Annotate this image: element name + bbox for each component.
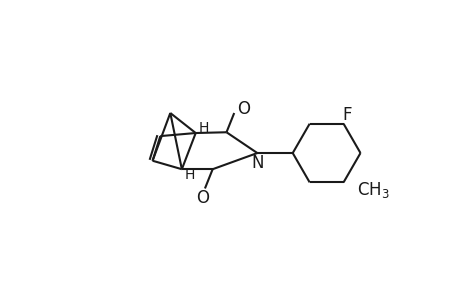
Text: F: F xyxy=(341,106,351,124)
Text: O: O xyxy=(236,100,249,118)
Text: H: H xyxy=(184,168,194,182)
Text: CH$_3$: CH$_3$ xyxy=(357,180,389,200)
Text: N: N xyxy=(251,154,264,172)
Text: O: O xyxy=(196,189,209,207)
Text: H: H xyxy=(198,122,208,135)
